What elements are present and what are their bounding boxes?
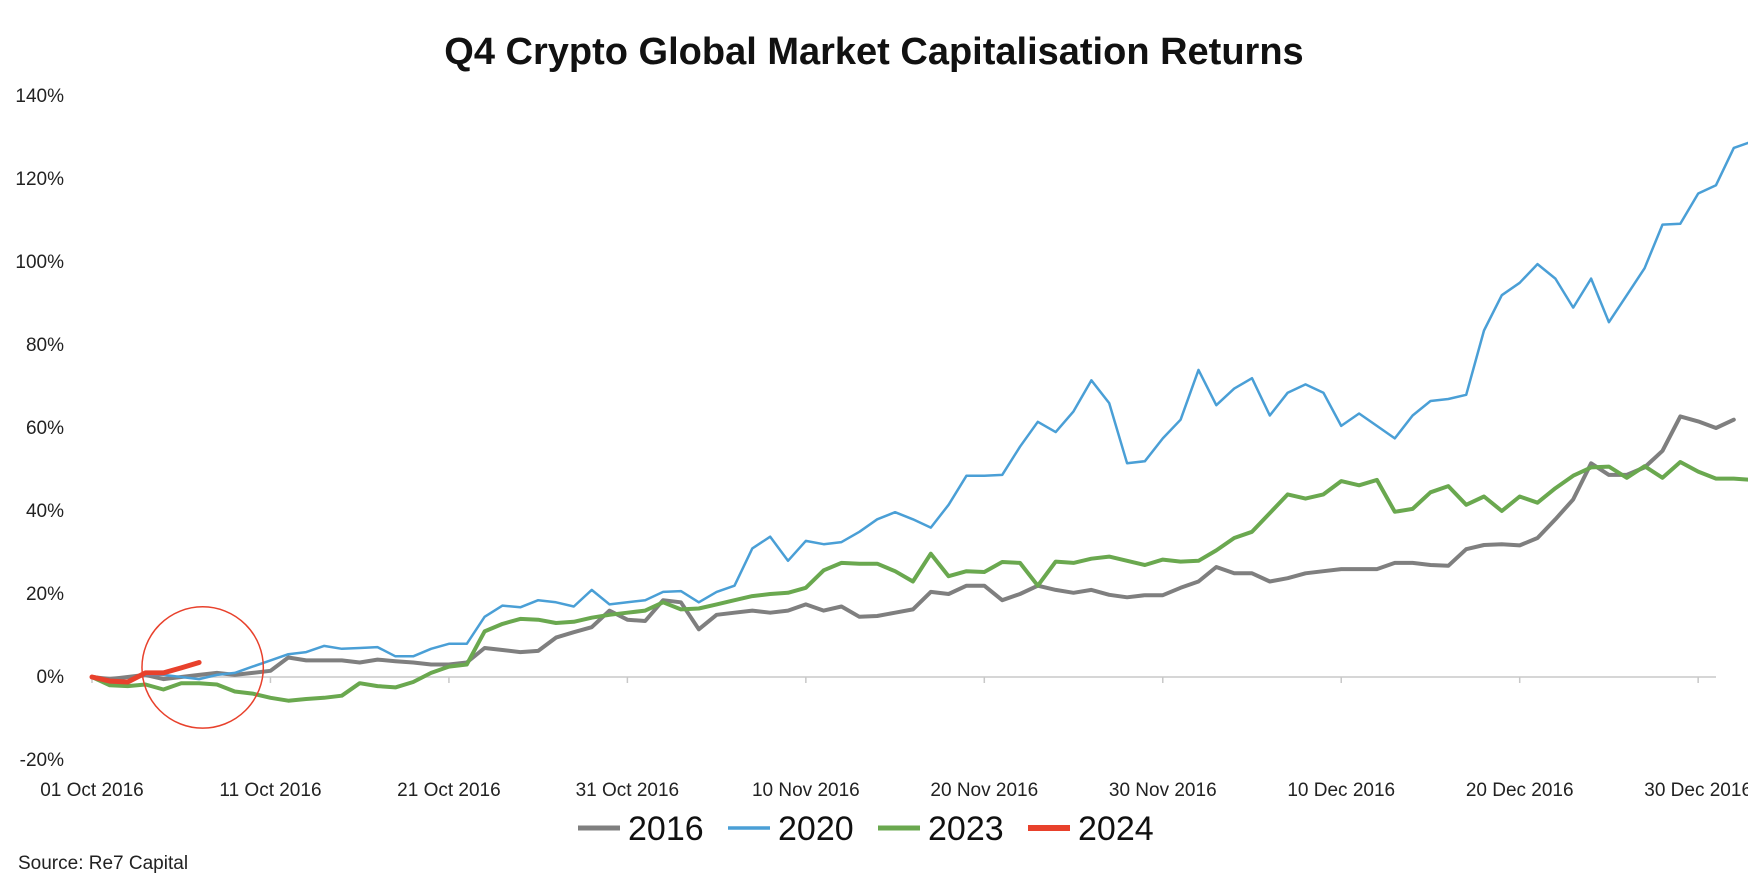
x-tick-label: 01 Oct 2016 — [40, 780, 144, 801]
legend-item-2023: 2023 — [878, 810, 1004, 848]
y-tick-label: 100% — [15, 252, 64, 273]
x-tick-label: 20 Dec 2016 — [1466, 780, 1574, 801]
x-tick-label: 31 Oct 2016 — [576, 780, 680, 801]
x-tick-label: 10 Nov 2016 — [752, 780, 860, 801]
source-note: Source: Re7 Capital — [18, 853, 188, 874]
y-tick-label: 40% — [26, 501, 64, 522]
legend-label: 2016 — [628, 810, 704, 848]
x-tick-label: 20 Nov 2016 — [930, 780, 1038, 801]
annotation-layer — [141, 606, 265, 729]
legend: 2016 2020 2023 2024 — [578, 810, 1154, 848]
x-tick-label: 30 Nov 2016 — [1109, 780, 1217, 801]
y-axis-ticks: -20% 0% 20% 40% 60% 80% 100% 120% 140% — [15, 86, 64, 771]
x-tick-label: 21 Oct 2016 — [397, 780, 501, 801]
y-tick-label: 140% — [15, 86, 64, 107]
series-line-2016 — [90, 414, 1736, 682]
y-tick-label: 20% — [26, 584, 64, 605]
legend-label: 2023 — [928, 810, 1004, 848]
legend-label: 2024 — [1078, 810, 1154, 848]
legend-item-2024: 2024 — [1028, 810, 1154, 848]
y-tick-label: 0% — [37, 667, 65, 688]
x-tick-label: 30 Dec 2016 — [1644, 780, 1748, 801]
legend-label: 2020 — [778, 810, 854, 848]
series-line-2020 — [90, 141, 1748, 683]
series-layer — [89, 141, 1748, 703]
y-tick-label: 120% — [15, 169, 64, 190]
y-tick-label: -20% — [20, 750, 64, 771]
legend-item-2020: 2020 — [728, 810, 854, 848]
legend-item-2016: 2016 — [578, 810, 704, 848]
series-line-2023 — [90, 460, 1748, 703]
y-tick-label: 80% — [26, 335, 64, 356]
chart-title: Q4 Crypto Global Market Capitalisation R… — [444, 31, 1303, 73]
y-tick-label: 60% — [26, 418, 64, 439]
x-tick-label: 10 Dec 2016 — [1287, 780, 1395, 801]
highlight-circle — [141, 606, 265, 729]
series-line-2024 — [89, 660, 202, 685]
x-axis-ticks: 01 Oct 2016 11 Oct 2016 21 Oct 2016 31 Oct … — [40, 677, 1748, 801]
x-tick-label: 11 Oct 2016 — [219, 780, 321, 801]
